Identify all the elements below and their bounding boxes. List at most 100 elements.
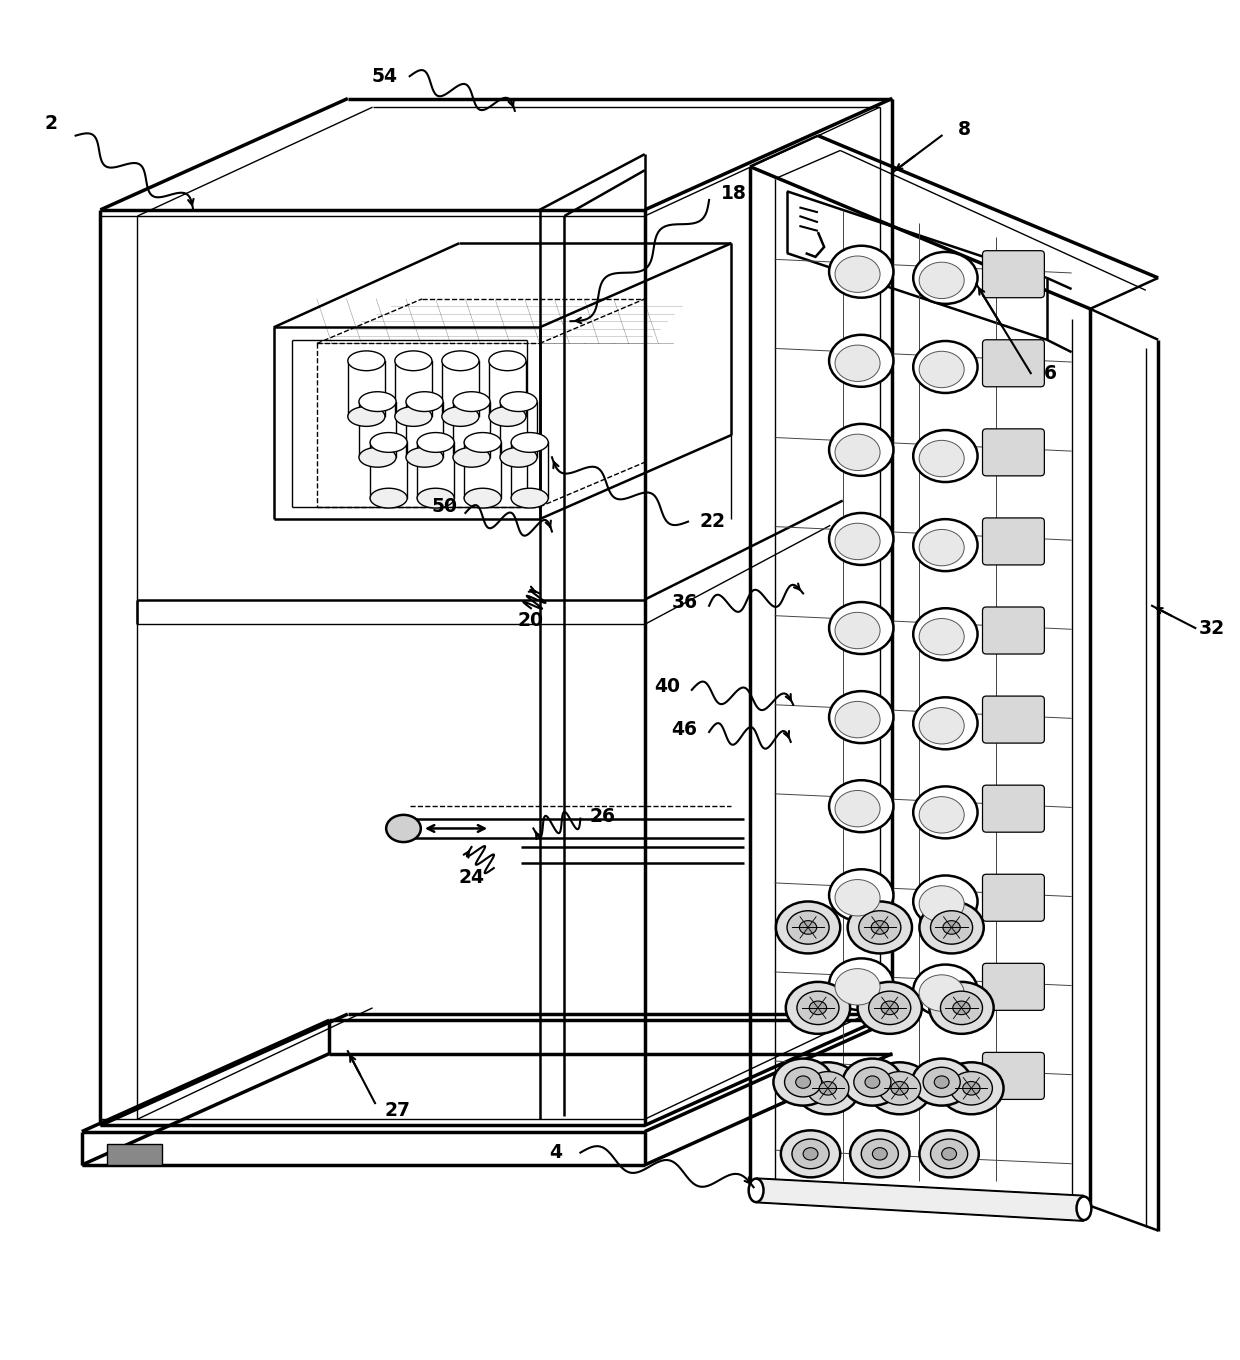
Ellipse shape [796,1076,811,1088]
Ellipse shape [911,1058,971,1106]
Ellipse shape [370,432,407,453]
Ellipse shape [835,702,880,737]
Ellipse shape [807,1072,849,1104]
Text: 32: 32 [1198,619,1224,638]
Ellipse shape [835,256,880,292]
Ellipse shape [869,991,910,1024]
Ellipse shape [500,392,537,412]
Ellipse shape [892,1081,908,1095]
Ellipse shape [417,488,454,509]
Ellipse shape [919,351,965,388]
Ellipse shape [830,959,894,1010]
Ellipse shape [830,602,894,654]
Text: 24: 24 [459,869,485,888]
Ellipse shape [941,1148,956,1160]
Ellipse shape [882,1001,898,1015]
Ellipse shape [417,432,454,453]
Ellipse shape [872,921,889,934]
FancyBboxPatch shape [982,696,1044,743]
Ellipse shape [804,1148,818,1160]
Ellipse shape [950,1072,992,1104]
FancyBboxPatch shape [982,963,1044,1010]
Ellipse shape [830,781,894,832]
Ellipse shape [358,392,396,412]
Ellipse shape [830,424,894,476]
Ellipse shape [441,407,479,427]
FancyBboxPatch shape [982,518,1044,564]
Ellipse shape [464,488,501,509]
Ellipse shape [952,1001,970,1015]
Text: 54: 54 [372,67,398,86]
Ellipse shape [830,246,894,298]
Ellipse shape [919,707,965,744]
Ellipse shape [835,345,880,381]
Ellipse shape [868,1062,931,1114]
Ellipse shape [835,790,880,827]
Ellipse shape [787,911,830,944]
Ellipse shape [962,1081,980,1095]
Text: 18: 18 [720,184,746,203]
Ellipse shape [919,902,983,953]
Ellipse shape [386,815,420,842]
Ellipse shape [370,488,407,509]
Ellipse shape [785,1068,822,1098]
Ellipse shape [453,447,490,468]
FancyBboxPatch shape [982,785,1044,832]
Ellipse shape [913,964,977,1016]
Ellipse shape [851,1130,909,1178]
Polygon shape [756,1179,1084,1221]
Ellipse shape [358,447,396,468]
Ellipse shape [830,691,894,743]
Ellipse shape [919,975,965,1012]
Ellipse shape [489,407,526,427]
Text: 50: 50 [432,498,458,517]
Ellipse shape [749,1179,764,1202]
Ellipse shape [792,1140,830,1168]
Ellipse shape [835,880,880,915]
Ellipse shape [913,608,977,660]
Ellipse shape [781,1130,841,1178]
Text: 8: 8 [957,120,971,139]
Ellipse shape [820,1081,837,1095]
Ellipse shape [919,797,965,834]
Ellipse shape [774,1058,833,1106]
Ellipse shape [919,441,965,477]
Ellipse shape [929,982,993,1034]
Ellipse shape [913,698,977,749]
FancyBboxPatch shape [982,250,1044,298]
Ellipse shape [1076,1197,1091,1220]
Ellipse shape [810,1001,827,1015]
Ellipse shape [347,407,384,427]
Text: 4: 4 [549,1144,562,1161]
Ellipse shape [873,1148,888,1160]
Ellipse shape [913,430,977,481]
Ellipse shape [923,1068,960,1098]
Ellipse shape [919,529,965,566]
Polygon shape [107,1144,162,1166]
Ellipse shape [786,982,851,1034]
Text: 46: 46 [671,719,697,738]
Ellipse shape [453,392,490,412]
Text: 27: 27 [384,1102,410,1121]
Ellipse shape [511,432,548,453]
Ellipse shape [835,434,880,471]
Ellipse shape [942,921,960,934]
FancyBboxPatch shape [982,874,1044,921]
Text: 22: 22 [699,513,725,532]
Ellipse shape [848,902,911,953]
Ellipse shape [835,612,880,649]
Ellipse shape [939,1062,1003,1114]
Ellipse shape [394,407,432,427]
FancyBboxPatch shape [982,340,1044,386]
Ellipse shape [940,991,982,1024]
FancyBboxPatch shape [982,1053,1044,1099]
Ellipse shape [511,488,548,509]
Ellipse shape [859,911,900,944]
Ellipse shape [464,432,501,453]
Text: 26: 26 [590,806,616,826]
Ellipse shape [797,991,839,1024]
Ellipse shape [835,968,880,1005]
FancyBboxPatch shape [982,428,1044,476]
Ellipse shape [930,1140,967,1168]
Ellipse shape [934,1076,949,1088]
